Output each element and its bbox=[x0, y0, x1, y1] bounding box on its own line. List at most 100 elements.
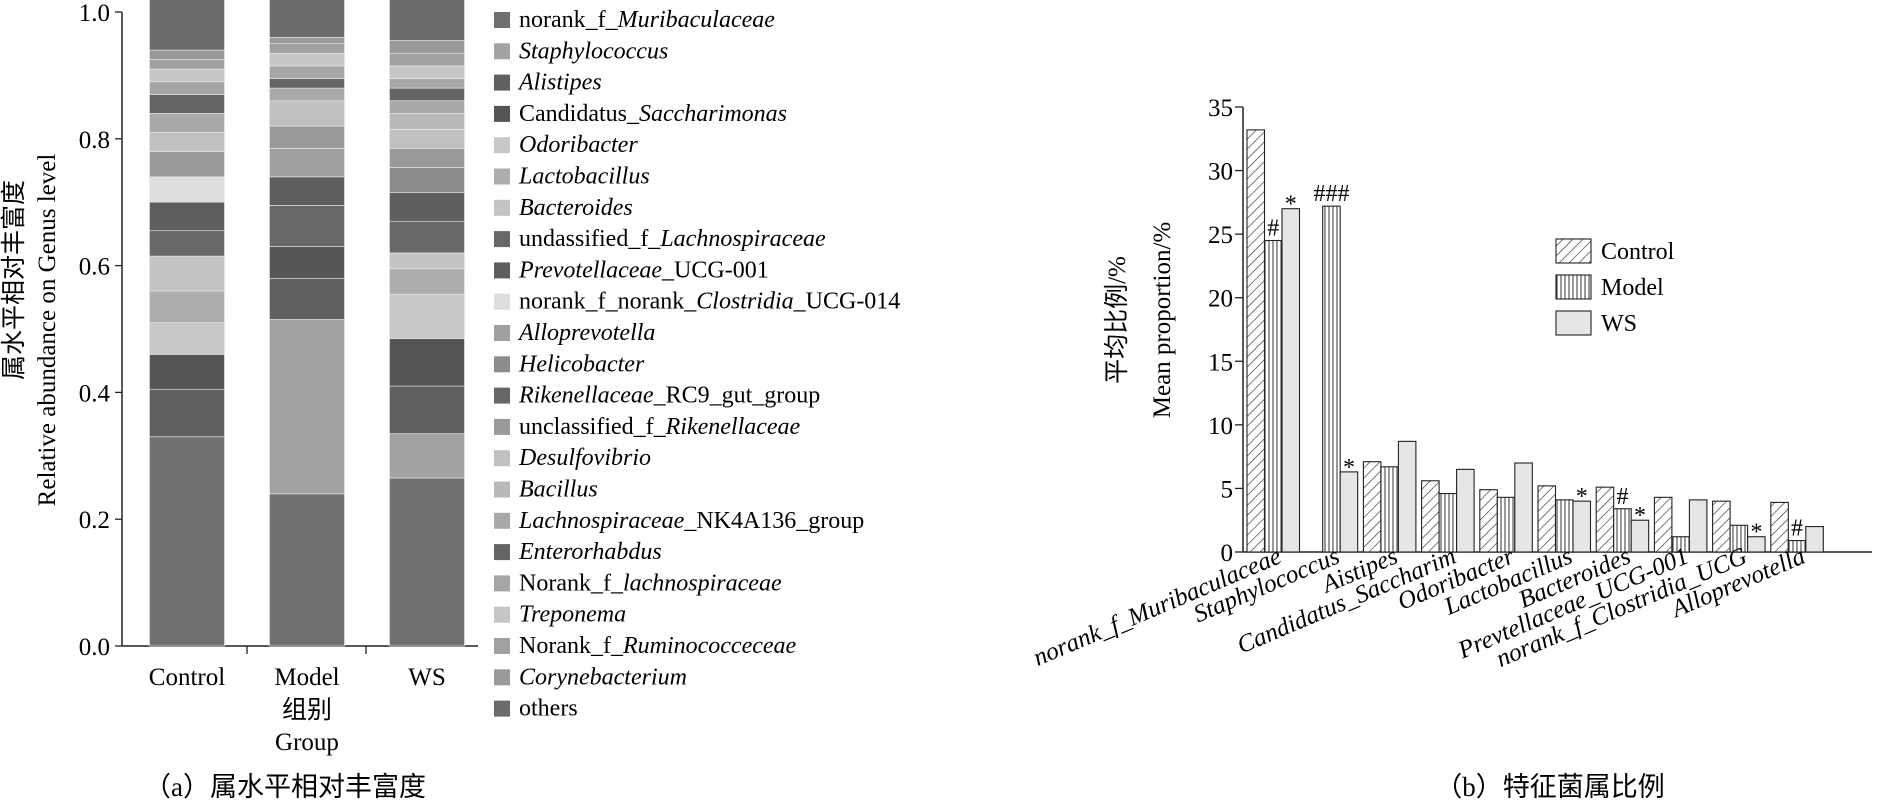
significance-mark: * bbox=[1576, 484, 1588, 510]
legend-item: Odoribacter bbox=[494, 132, 638, 158]
legend-item: Corynebacterium bbox=[494, 664, 687, 690]
bars bbox=[1246, 129, 1824, 553]
legend-label: others bbox=[519, 696, 578, 722]
bar bbox=[1630, 519, 1650, 553]
legend-label: Alistipes bbox=[517, 70, 602, 96]
legend-label: Rikenellaceae_RC9_gut_group bbox=[518, 383, 820, 409]
bar-segment bbox=[389, 78, 465, 89]
bar-segment bbox=[389, 385, 465, 434]
bar-segment bbox=[149, 290, 225, 323]
legend-item: Treponema bbox=[494, 602, 626, 628]
y-tick-label: 20 bbox=[1208, 286, 1233, 313]
caption-b: （b）特征菌属比例 bbox=[1435, 772, 1665, 802]
bar bbox=[1595, 486, 1615, 553]
x-axis-title: Group bbox=[275, 729, 339, 756]
legend-swatch bbox=[494, 638, 510, 654]
legend-label: norank_f_norank_Clostridia_UCG-014 bbox=[519, 289, 900, 315]
bar bbox=[1362, 461, 1382, 553]
legend-item: Lactobacillus bbox=[494, 164, 650, 190]
significance-marks: #* ###** #** # bbox=[1267, 181, 1803, 546]
bar-segment bbox=[149, 113, 225, 133]
legend-item: Norank_f_Ruminococceceae bbox=[494, 633, 797, 659]
bar-segment bbox=[149, 255, 225, 292]
legend-label: Candidatus_Saccharimonas bbox=[519, 101, 787, 127]
legend-swatch bbox=[494, 544, 510, 561]
legend-label: Enterorhabdus bbox=[518, 539, 662, 565]
y-tick-label: 0 bbox=[1221, 540, 1234, 567]
legend-label-part: Corynebacterium bbox=[519, 664, 687, 690]
legend-label-part: norank_f_ bbox=[519, 7, 619, 33]
legend-label-part: Lachnospiraceae bbox=[659, 226, 826, 252]
legend-label: Control bbox=[1601, 239, 1675, 265]
legend-item: Enterorhabdus bbox=[494, 539, 662, 565]
y-axis-title: Mean proportion/% bbox=[1149, 222, 1176, 418]
bar bbox=[1281, 208, 1301, 553]
bar-segment bbox=[389, 113, 465, 130]
significance-mark: ### bbox=[1313, 181, 1349, 207]
legend-swatch bbox=[494, 293, 510, 310]
bar bbox=[1246, 129, 1266, 553]
bar bbox=[1514, 462, 1533, 553]
y-axis-title-chinese: 属水平相对丰富度 bbox=[0, 180, 28, 380]
bar-segment bbox=[389, 148, 465, 168]
legend-item: WS bbox=[1555, 310, 1637, 337]
legend-label-part: Rikenellaceae bbox=[518, 383, 654, 409]
legend-label-part: Enterorhabdus bbox=[518, 539, 662, 565]
legend-label-part: _RC9_gut_group bbox=[653, 383, 821, 409]
bar-segment bbox=[269, 277, 345, 320]
bar-segment bbox=[149, 94, 225, 114]
legend-swatch bbox=[494, 450, 510, 467]
legend-swatch bbox=[494, 137, 510, 154]
significance-mark: * bbox=[1750, 520, 1762, 546]
legend-swatch bbox=[494, 231, 510, 248]
bar bbox=[1339, 471, 1359, 553]
bar bbox=[1397, 440, 1417, 553]
legend-item: others bbox=[494, 696, 578, 722]
bar bbox=[1572, 500, 1592, 553]
bar-segment bbox=[389, 40, 465, 54]
legend-label-part: Bacteroides bbox=[519, 195, 633, 221]
legend-label-part: undassified_f_ bbox=[519, 226, 661, 252]
bar-segment bbox=[269, 493, 345, 647]
legend-label-part: Prevotellaceae bbox=[518, 257, 662, 283]
bar-segment bbox=[269, 176, 345, 206]
y-tick-label: 30 bbox=[1208, 159, 1233, 186]
y-tick-label: 0.6 bbox=[79, 254, 110, 281]
legend-item: undassified_f_Lachnospiraceae bbox=[494, 226, 826, 252]
bar-segment bbox=[269, 100, 345, 127]
legend-label-part: Norank_f_ bbox=[519, 633, 624, 659]
legend-label: Alloprevotella bbox=[517, 320, 655, 346]
legend-label-part: others bbox=[519, 696, 578, 722]
bar-segment bbox=[269, 65, 345, 79]
bar-segment bbox=[149, 68, 225, 83]
bar-segment bbox=[389, 338, 465, 387]
bar-segment bbox=[389, 477, 465, 647]
x-category-labels: Control Model WS bbox=[149, 664, 446, 691]
bar bbox=[1380, 466, 1399, 553]
y-tick-label: 25 bbox=[1208, 222, 1233, 249]
legend-label-part: Lachnospiraceae bbox=[518, 508, 685, 534]
y-tick-label: 10 bbox=[1208, 413, 1233, 440]
bar-segment bbox=[389, 220, 465, 254]
legend-label: undassified_f_Lachnospiraceae bbox=[519, 226, 826, 252]
legend-label-part: Clostridia bbox=[696, 289, 793, 315]
legend: Control Model WS bbox=[1555, 238, 1675, 337]
bar bbox=[1456, 468, 1475, 553]
legend-swatch bbox=[494, 325, 510, 341]
bar-segment bbox=[269, 205, 345, 247]
bar-segment bbox=[149, 388, 225, 438]
legend-label: Lactobacillus bbox=[518, 164, 650, 190]
bar bbox=[1712, 500, 1731, 553]
bar bbox=[1747, 536, 1766, 553]
legend-swatch bbox=[494, 105, 510, 122]
bar-segment bbox=[389, 65, 465, 79]
legend-label-part: Norank_f_ bbox=[519, 570, 624, 596]
legend-item: norank_f_norank_Clostridia_UCG-014 bbox=[494, 289, 900, 315]
caption-a: （a）属水平相对丰富度 bbox=[144, 772, 426, 802]
stacked-bars bbox=[149, 0, 465, 647]
legend-item: Control bbox=[1555, 238, 1675, 265]
bar bbox=[1263, 239, 1283, 553]
y-tick-label: 5 bbox=[1221, 476, 1234, 503]
legend-swatch bbox=[1555, 274, 1592, 300]
